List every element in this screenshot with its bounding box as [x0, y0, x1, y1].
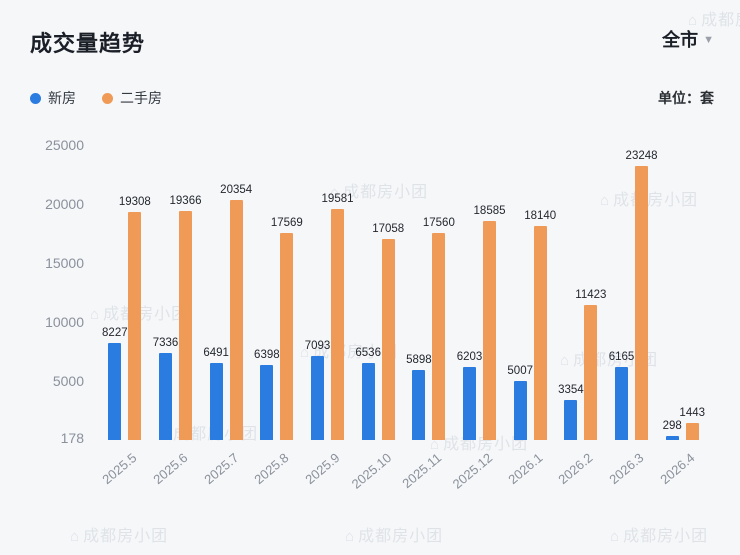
bar-value-label: 6203	[456, 350, 483, 363]
x-axis-tick: 2025.8	[251, 450, 292, 488]
bar-new-homes	[615, 367, 629, 440]
y-axis-tick: 20000	[45, 196, 84, 212]
x-axis-tick: 2026.2	[555, 450, 596, 488]
bar-secondhand-homes	[128, 212, 142, 440]
bar-value-label: 6398	[254, 348, 280, 361]
bar-value-label: 6165	[608, 351, 635, 364]
bar-value-label: 19308	[118, 196, 151, 209]
bar-new-homes	[159, 353, 172, 440]
bar-value-label: 298	[662, 420, 682, 433]
bar-group: 3354 11423 2026.2	[556, 145, 607, 487]
bar-secondhand-homes	[179, 211, 192, 440]
bar-secondhand-homes	[483, 220, 497, 440]
unit-label: 单位：套	[658, 90, 714, 106]
bar-group: 8227 19308 2025.5	[100, 145, 151, 487]
bar-value-label: 18585	[473, 204, 506, 217]
bar-new-homes	[665, 436, 679, 440]
bar-value-label: 20354	[220, 183, 253, 196]
bar-secondhand-homes	[685, 422, 699, 440]
legend-row: 新房 二手房 单位：套	[30, 88, 714, 108]
bar-secondhand-homes	[331, 208, 345, 440]
legend-label: 二手房	[120, 90, 162, 106]
bar-secondhand-homes	[635, 165, 649, 440]
y-axis-tick: 5000	[52, 373, 84, 389]
bar-value-label: 1443	[679, 406, 706, 419]
legend-label: 新房	[48, 90, 76, 106]
bar-new-homes	[513, 380, 527, 440]
bar-value-label: 17560	[422, 216, 455, 229]
bar-group: 6398 17569 2025.8	[252, 145, 303, 487]
x-axis-tick: 2025.10	[348, 450, 394, 492]
legend: 新房 二手房	[30, 88, 162, 108]
bar-group: 6536 17058 2025.10	[348, 145, 405, 492]
bar-new-homes	[209, 363, 223, 440]
y-axis-tick: 178	[60, 429, 84, 446]
bar-group: 7336 19366 2025.6	[150, 145, 202, 487]
x-axis-tick: 2026.1	[505, 450, 546, 488]
bar-value-label: 17058	[372, 222, 405, 235]
bar-secondhand-homes	[229, 199, 243, 440]
bar-value-label: 17569	[270, 216, 303, 229]
x-axis-tick: 2026.4	[657, 450, 698, 488]
bar-group: 6203 18585 2025.12	[450, 145, 506, 492]
bar-value-label: 8227	[102, 326, 128, 339]
bar-value-label: 5007	[507, 364, 533, 377]
x-axis-tick: 2025.5	[99, 450, 140, 488]
legend-dot-icon	[30, 92, 41, 104]
x-axis-tick: 2026.3	[606, 450, 647, 488]
bar-value-label: 19366	[169, 195, 202, 208]
bar-value-label: 6491	[203, 347, 229, 360]
bar-value-label: 18140	[524, 209, 557, 222]
bar-value-label: 7093	[304, 340, 331, 353]
y-axis-tick: 25000	[45, 137, 84, 153]
bar-group: 5898 17560 2025.11	[400, 145, 455, 491]
bar-group: 5007 18140 2026.1	[505, 145, 557, 487]
bar-value-label: 19581	[321, 192, 354, 205]
x-axis-tick: 2025.11	[399, 450, 445, 492]
plot-area: 8227 19308 2025.5 7336 19366 2025.6 6491 20354 2…	[100, 145, 708, 492]
bar-value-label: 3354	[558, 384, 584, 397]
bar-secondhand-homes	[280, 232, 294, 440]
x-axis-tick: 2025.9	[302, 450, 343, 488]
x-axis-tick: 2025.7	[200, 450, 242, 488]
bar-new-homes	[412, 370, 426, 440]
chart-header: 成交量趋势 全市 ▼	[30, 26, 714, 58]
region-label: 全市	[662, 30, 699, 50]
bar-value-label: 6536	[355, 346, 381, 359]
bar-new-homes	[260, 364, 274, 440]
bar-secondhand-homes	[584, 305, 598, 440]
x-axis-tick: 2025.12	[449, 450, 496, 492]
page-title: 成交量趋势	[30, 31, 146, 56]
legend-item-secondhand-homes[interactable]: 二手房	[102, 88, 162, 108]
chevron-down-icon: ▼	[703, 34, 714, 46]
bar-value-label: 7336	[152, 337, 179, 350]
bar-group: 6165 23248 2026.3	[606, 145, 658, 487]
bar-group: 7093 19581 2025.9	[302, 145, 354, 487]
bar-new-homes	[108, 342, 122, 440]
bar-secondhand-homes	[533, 225, 547, 440]
bar-group: 6491 20354 2025.7	[201, 145, 253, 487]
x-axis-tick: 2025.6	[150, 450, 191, 488]
legend-dot-icon	[102, 92, 113, 104]
bar-secondhand-homes	[381, 238, 395, 440]
bar-value-label: 23248	[625, 149, 658, 162]
bar-group: 298 1443 2026.4	[657, 145, 708, 487]
bar-new-homes	[361, 362, 375, 440]
legend-item-new-homes[interactable]: 新房	[30, 88, 76, 108]
bar-value-label: 11423	[575, 289, 607, 302]
bar-new-homes	[311, 356, 325, 440]
bar-new-homes	[463, 366, 477, 440]
bar-value-label: 5898	[406, 354, 432, 367]
region-selector[interactable]: 全市 ▼	[662, 26, 714, 52]
bar-new-homes	[564, 400, 578, 440]
y-axis-tick: 15000	[45, 255, 84, 271]
bar-secondhand-homes	[432, 232, 446, 440]
y-axis-tick: 10000	[45, 314, 84, 330]
